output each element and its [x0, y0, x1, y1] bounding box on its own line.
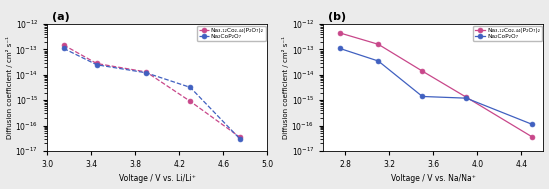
Na₃.₁₂Co₂.₄₄(P₂O₇)₂: [143, 71, 149, 73]
Na₂CoP₂O₇: [463, 97, 470, 99]
Na₂CoP₂O₇: [419, 95, 425, 98]
Text: (a): (a): [52, 12, 69, 22]
Na₃.₁₂Co₂.₄₄(P₂O₇)₂: [419, 70, 425, 72]
Line: Na₂CoP₂O₇: Na₂CoP₂O₇: [61, 46, 242, 141]
Na₃.₁₂Co₂.₄₄(P₂O₇)₂: [187, 100, 194, 102]
Na₃.₁₂Co₂.₄₄(P₂O₇)₂: [375, 43, 382, 45]
Na₂CoP₂O₇: [529, 123, 536, 126]
X-axis label: Voltage / V vs. Li/Li⁺: Voltage / V vs. Li/Li⁺: [119, 174, 195, 184]
Na₂CoP₂O₇: [375, 60, 382, 62]
Text: (b): (b): [328, 12, 346, 22]
Na₂CoP₂O₇: [237, 138, 243, 140]
Na₂CoP₂O₇: [93, 64, 100, 66]
Line: Na₃.₁₂Co₂.₄₄(P₂O₇)₂: Na₃.₁₂Co₂.₄₄(P₂O₇)₂: [338, 30, 535, 139]
Na₃.₁₂Co₂.₄₄(P₂O₇)₂: [337, 32, 343, 34]
Legend: Na₃.₁₂Co₂.₄₄(P₂O₇)₂, Na₂CoP₂O₇: Na₃.₁₂Co₂.₄₄(P₂O₇)₂, Na₂CoP₂O₇: [197, 26, 266, 41]
Line: Na₂CoP₂O₇: Na₂CoP₂O₇: [338, 46, 535, 127]
Na₂CoP₂O₇: [187, 86, 194, 88]
Na₂CoP₂O₇: [143, 72, 149, 74]
Na₃.₁₂Co₂.₄₄(P₂O₇)₂: [237, 136, 243, 138]
Na₂CoP₂O₇: [60, 47, 67, 50]
Y-axis label: Diffusion coefficient / cm² s⁻¹: Diffusion coefficient / cm² s⁻¹: [282, 36, 289, 139]
Legend: Na₃.₁₂Co₂.₄₄(P₂O₇)₂, Na₂CoP₂O₇: Na₃.₁₂Co₂.₄₄(P₂O₇)₂, Na₂CoP₂O₇: [473, 26, 542, 41]
Na₃.₁₂Co₂.₄₄(P₂O₇)₂: [93, 62, 100, 65]
Na₃.₁₂Co₂.₄₄(P₂O₇)₂: [529, 136, 536, 138]
Na₃.₁₂Co₂.₄₄(P₂O₇)₂: [60, 44, 67, 46]
Y-axis label: Diffusion coefficient / cm² s⁻¹: Diffusion coefficient / cm² s⁻¹: [5, 36, 13, 139]
Na₂CoP₂O₇: [337, 47, 343, 50]
Line: Na₃.₁₂Co₂.₄₄(P₂O₇)₂: Na₃.₁₂Co₂.₄₄(P₂O₇)₂: [61, 43, 242, 139]
Na₃.₁₂Co₂.₄₄(P₂O₇)₂: [463, 96, 470, 98]
X-axis label: Voltage / V vs. Na/Na⁺: Voltage / V vs. Na/Na⁺: [391, 174, 476, 184]
